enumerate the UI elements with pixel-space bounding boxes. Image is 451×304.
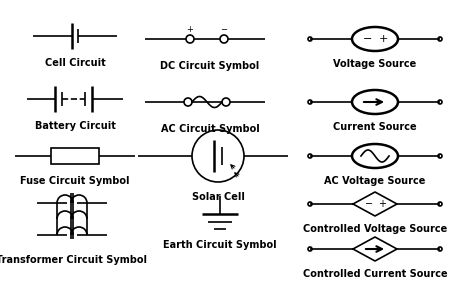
Text: Fuse Circuit Symbol: Fuse Circuit Symbol	[20, 176, 130, 186]
Text: Controlled Current Source: Controlled Current Source	[303, 269, 447, 279]
Text: Cell Circuit: Cell Circuit	[45, 58, 106, 68]
Bar	[51, 148, 99, 164]
Text: Transformer Circuit Symbol: Transformer Circuit Symbol	[0, 255, 147, 265]
Text: −: −	[365, 199, 373, 209]
Text: Earth Circuit Symbol: Earth Circuit Symbol	[163, 240, 277, 250]
Text: AC Voltage Source: AC Voltage Source	[324, 176, 426, 186]
Text: Current Source: Current Source	[333, 122, 417, 132]
Text: Controlled Voltage Source: Controlled Voltage Source	[303, 224, 447, 234]
Text: +: +	[187, 25, 193, 34]
Text: AC Circuit Symbol: AC Circuit Symbol	[161, 124, 259, 134]
Text: Battery Circuit: Battery Circuit	[35, 121, 115, 131]
Text: Voltage Source: Voltage Source	[333, 59, 417, 69]
Text: +: +	[378, 34, 388, 44]
Text: −: −	[221, 25, 227, 34]
Text: +: +	[378, 199, 386, 209]
Text: −: −	[364, 34, 373, 44]
Text: Solar Cell: Solar Cell	[192, 192, 244, 202]
Text: DC Circuit Symbol: DC Circuit Symbol	[161, 61, 260, 71]
